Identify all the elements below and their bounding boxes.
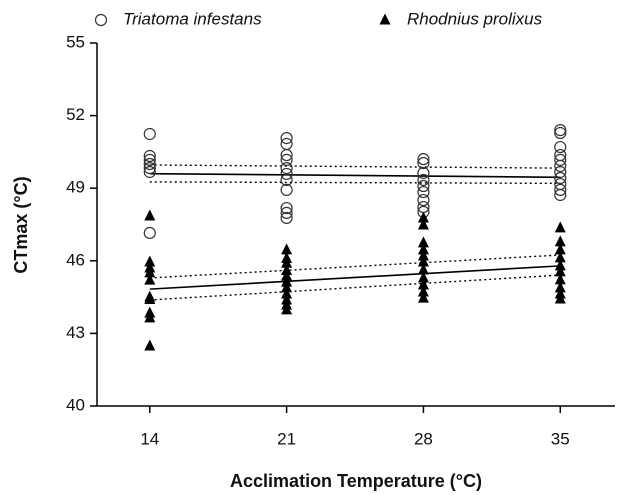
point <box>280 183 293 196</box>
point <box>143 226 156 240</box>
point <box>417 211 429 223</box>
legend-marker <box>379 13 391 25</box>
point <box>281 303 293 315</box>
legend-label: Triatoma infestans <box>123 9 262 28</box>
y-tick-label: 46 <box>66 250 85 269</box>
fit-line <box>149 164 561 169</box>
point <box>281 275 293 287</box>
point <box>417 249 429 261</box>
point <box>417 173 430 187</box>
point <box>417 291 429 303</box>
point <box>143 157 156 171</box>
point <box>554 153 567 166</box>
point <box>417 278 429 290</box>
point <box>417 153 430 166</box>
point <box>554 159 567 173</box>
point <box>417 285 429 297</box>
fit-line <box>149 172 561 179</box>
point <box>554 281 566 293</box>
point <box>554 265 566 277</box>
point <box>143 153 156 166</box>
point <box>280 148 293 162</box>
point <box>143 162 156 175</box>
point <box>281 243 293 255</box>
point <box>143 149 156 163</box>
point <box>144 209 156 221</box>
point <box>417 193 430 207</box>
point <box>281 256 293 268</box>
point <box>143 165 156 179</box>
y-tick-label: 40 <box>66 395 85 414</box>
point <box>554 165 567 179</box>
point <box>144 255 156 267</box>
y-tick-label: 43 <box>66 323 85 342</box>
point <box>554 126 567 140</box>
point <box>417 166 430 180</box>
point <box>144 266 156 278</box>
point <box>554 148 567 162</box>
point <box>280 206 293 219</box>
point <box>281 287 293 299</box>
x-tick-label: 14 <box>140 429 159 448</box>
point <box>144 339 156 351</box>
point <box>554 273 566 285</box>
legend-marker <box>94 13 108 27</box>
x-axis-label: Acclimation Temperature (°C) <box>230 471 482 491</box>
fit-line <box>149 181 561 185</box>
y-axis-label: CTmax (°C) <box>11 176 31 273</box>
point <box>417 271 429 283</box>
fit-line <box>149 265 561 290</box>
point <box>554 292 566 304</box>
point <box>554 188 567 202</box>
x-tick-label: 21 <box>277 429 296 448</box>
point <box>144 273 156 285</box>
y-tick-label: 55 <box>66 32 85 51</box>
point <box>280 162 293 175</box>
x-tick-label: 35 <box>551 429 570 448</box>
point <box>554 140 567 154</box>
point <box>280 173 293 187</box>
point <box>417 185 430 199</box>
point <box>417 236 429 248</box>
point <box>554 259 566 271</box>
point <box>554 171 567 185</box>
point <box>417 263 429 275</box>
point <box>143 127 156 141</box>
point <box>281 269 293 281</box>
point <box>281 281 293 293</box>
y-tick-label: 52 <box>66 105 85 124</box>
point <box>144 311 156 323</box>
y-tick-label: 49 <box>66 178 85 197</box>
point <box>554 221 566 233</box>
point <box>417 218 429 230</box>
point <box>280 201 293 215</box>
point <box>554 251 566 263</box>
point <box>280 211 293 225</box>
point <box>417 243 429 255</box>
point <box>417 255 429 267</box>
point <box>554 235 566 247</box>
fit-line <box>149 254 561 279</box>
legend-label: Rhodnius prolixus <box>407 9 543 28</box>
point <box>417 156 430 170</box>
point <box>417 179 430 193</box>
point <box>554 124 567 137</box>
fit-line <box>149 274 561 301</box>
point <box>554 243 566 255</box>
point <box>280 132 293 145</box>
point <box>281 263 293 275</box>
point <box>417 200 430 214</box>
point <box>144 293 156 305</box>
point <box>280 153 293 166</box>
point <box>280 167 293 181</box>
point <box>554 183 567 196</box>
x-tick-label: 28 <box>414 429 433 448</box>
